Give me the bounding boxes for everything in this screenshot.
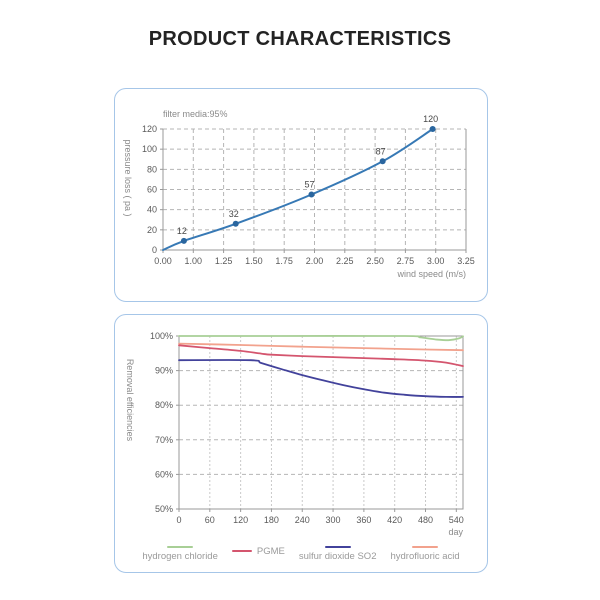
- axes: [176, 335, 464, 512]
- svg-text:300: 300: [326, 515, 341, 525]
- data-point: [180, 237, 187, 244]
- data-point-label: 120: [423, 114, 438, 124]
- svg-text:90%: 90%: [155, 366, 173, 376]
- legend-label: PGME: [256, 545, 285, 557]
- legend-swatch: [167, 545, 194, 548]
- svg-text:120: 120: [142, 124, 157, 134]
- data-points: 12 32 57 87 120: [177, 114, 438, 244]
- svg-text:60: 60: [147, 185, 157, 195]
- y-axis-title: pressure loss ( pa ): [123, 139, 133, 216]
- tick-labels: 100% 90% 80% 70% 60% 50%0 60 120 180 240 300 360 420…: [150, 331, 464, 525]
- removal-efficiency-chart: 100% 90% 80% 70% 60% 50%0 60 120 180 240 300 360 420…: [125, 331, 464, 537]
- series-line-pgme: [178, 344, 464, 367]
- svg-text:1.75: 1.75: [275, 256, 293, 266]
- data-point-label: 87: [376, 146, 386, 156]
- svg-text:2.75: 2.75: [397, 256, 415, 266]
- grid: [179, 336, 463, 509]
- svg-text:1.25: 1.25: [215, 256, 233, 266]
- svg-text:100: 100: [142, 144, 157, 154]
- data-point: [308, 191, 315, 198]
- data-point-label: 32: [229, 209, 239, 219]
- svg-text:40: 40: [147, 205, 157, 215]
- pressure-loss-chart: 0 20 40 60 80 100 120 0.00 1.00 1.25 1.50 1.75 2.00 2…: [123, 109, 475, 279]
- svg-text:0: 0: [152, 245, 157, 255]
- svg-text:80%: 80%: [155, 400, 173, 410]
- svg-text:100%: 100%: [150, 331, 173, 341]
- y-axis-title: Removal efficiencies: [125, 359, 135, 442]
- series-line-sulfur-dioxide-so2: [178, 359, 464, 398]
- svg-text:420: 420: [387, 515, 402, 525]
- x-axis-title: wind speed (m/s): [396, 269, 466, 279]
- series-line-hydrogen-chloride: [178, 335, 464, 342]
- svg-text:120: 120: [233, 515, 248, 525]
- legend-item-sulfur-dioxide-so2: sulfur dioxide SO2: [298, 545, 377, 562]
- svg-text:0: 0: [176, 515, 181, 525]
- svg-text:60%: 60%: [155, 469, 173, 479]
- grid: [163, 128, 466, 250]
- svg-text:0.00: 0.00: [154, 256, 172, 266]
- svg-text:70%: 70%: [155, 435, 173, 445]
- chart-annotation: filter media:95%: [163, 109, 228, 119]
- chart-legend: hydrogen chloride PGME sulfur dioxide SO2 h…: [115, 545, 487, 562]
- page-title: PRODUCT CHARACTERISTICS: [148, 28, 452, 50]
- legend-item-pgme: PGME: [231, 545, 285, 557]
- legend-item-hydrogen-chloride: hydrogen chloride: [142, 545, 218, 562]
- svg-text:2.25: 2.25: [336, 256, 354, 266]
- legend-swatch: [231, 549, 252, 553]
- data-point-label: 12: [177, 226, 187, 236]
- svg-text:3.25: 3.25: [457, 256, 475, 266]
- legend-label: sulfur dioxide SO2: [298, 551, 377, 562]
- legend-swatch: [324, 545, 351, 548]
- svg-text:50%: 50%: [155, 504, 173, 514]
- legend-label: hydrogen chloride: [142, 551, 218, 562]
- pressure-loss-chart-card: 0 20 40 60 80 100 120 0.00 1.00 1.25 1.50 1.75 2.00 2…: [114, 88, 488, 302]
- svg-text:480: 480: [418, 515, 433, 525]
- svg-text:80: 80: [147, 164, 157, 174]
- svg-text:180: 180: [264, 515, 279, 525]
- x-axis-title: day: [448, 527, 463, 537]
- legend-label: hydrofluoric acid: [390, 551, 460, 562]
- svg-text:2.50: 2.50: [366, 256, 384, 266]
- legend-swatch: [412, 545, 439, 548]
- svg-text:3.00: 3.00: [427, 256, 445, 266]
- svg-text:240: 240: [295, 515, 310, 525]
- svg-text:2.00: 2.00: [306, 256, 324, 266]
- series-line-hydrofluoric-acid: [178, 342, 464, 352]
- svg-text:1.00: 1.00: [185, 256, 203, 266]
- svg-text:540: 540: [449, 515, 464, 525]
- legend-item-hydrofluoric-acid: hydrofluoric acid: [390, 545, 460, 562]
- data-point-label: 57: [304, 180, 314, 190]
- data-point: [429, 126, 436, 132]
- svg-text:360: 360: [356, 515, 371, 525]
- data-point: [379, 158, 386, 165]
- svg-text:1.50: 1.50: [245, 256, 263, 266]
- svg-text:20: 20: [147, 225, 157, 235]
- axes: [160, 128, 467, 253]
- tick-labels: 0 20 40 60 80 100 120 0.00 1.00 1.25 1.50 1.75 2.00 2…: [142, 124, 475, 266]
- removal-efficiency-chart-card: 100% 90% 80% 70% 60% 50% 0 60 120 180 240 300 360 420…: [114, 314, 488, 573]
- data-point: [232, 220, 239, 227]
- svg-text:60: 60: [205, 515, 215, 525]
